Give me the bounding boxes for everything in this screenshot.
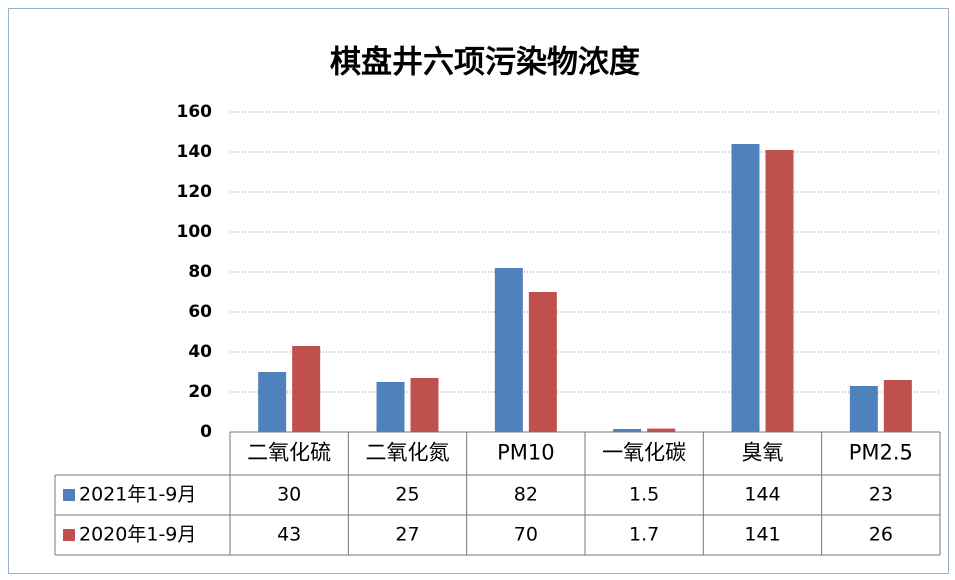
legend-key [63, 529, 75, 541]
y-tick-label: 80 [188, 262, 212, 282]
bar [765, 150, 794, 432]
chart-title: 棋盘井六项污染物浓度 [330, 45, 640, 81]
bar [292, 346, 321, 432]
x-tick-label: PM2.5 [849, 441, 913, 465]
y-tick-label: 160 [177, 102, 213, 122]
bar [376, 382, 405, 432]
table-value: 23 [869, 484, 893, 506]
y-tick-label: 100 [177, 222, 213, 242]
bar [647, 428, 676, 432]
x-tick-label: PM10 [497, 441, 555, 465]
table-value: 141 [744, 524, 780, 546]
x-tick-label: 一氧化碳 [602, 441, 686, 465]
y-tick-label: 20 [188, 382, 212, 402]
table-value: 1.7 [629, 524, 659, 546]
table-value: 1.5 [629, 484, 659, 506]
bar [849, 386, 878, 432]
bar [528, 292, 557, 432]
table-value: 25 [395, 484, 419, 506]
table-value: 27 [395, 524, 419, 546]
y-tick-label: 0 [200, 422, 212, 442]
bar [494, 268, 523, 432]
x-tick-label: 二氧化硫 [247, 441, 331, 465]
legend-key [63, 489, 75, 501]
bar [258, 372, 287, 432]
y-tick-label: 120 [177, 182, 213, 202]
x-tick-label: 臭氧 [742, 441, 784, 465]
y-tick-label: 140 [177, 142, 213, 162]
bar [731, 144, 760, 432]
bar [883, 380, 912, 432]
bar [613, 429, 642, 432]
table-value: 26 [869, 524, 893, 546]
x-tick-label: 二氧化氮 [366, 441, 450, 465]
legend-label: 2020年1-9月 [79, 524, 196, 546]
table-value: 43 [277, 524, 301, 546]
legend-label: 2021年1-9月 [79, 484, 196, 506]
table-value: 82 [514, 484, 538, 506]
table-value: 30 [277, 484, 301, 506]
table-value: 144 [744, 484, 780, 506]
bar [410, 378, 439, 432]
y-tick-label: 40 [188, 342, 212, 362]
table-value: 70 [514, 524, 538, 546]
y-tick-label: 60 [188, 302, 212, 322]
